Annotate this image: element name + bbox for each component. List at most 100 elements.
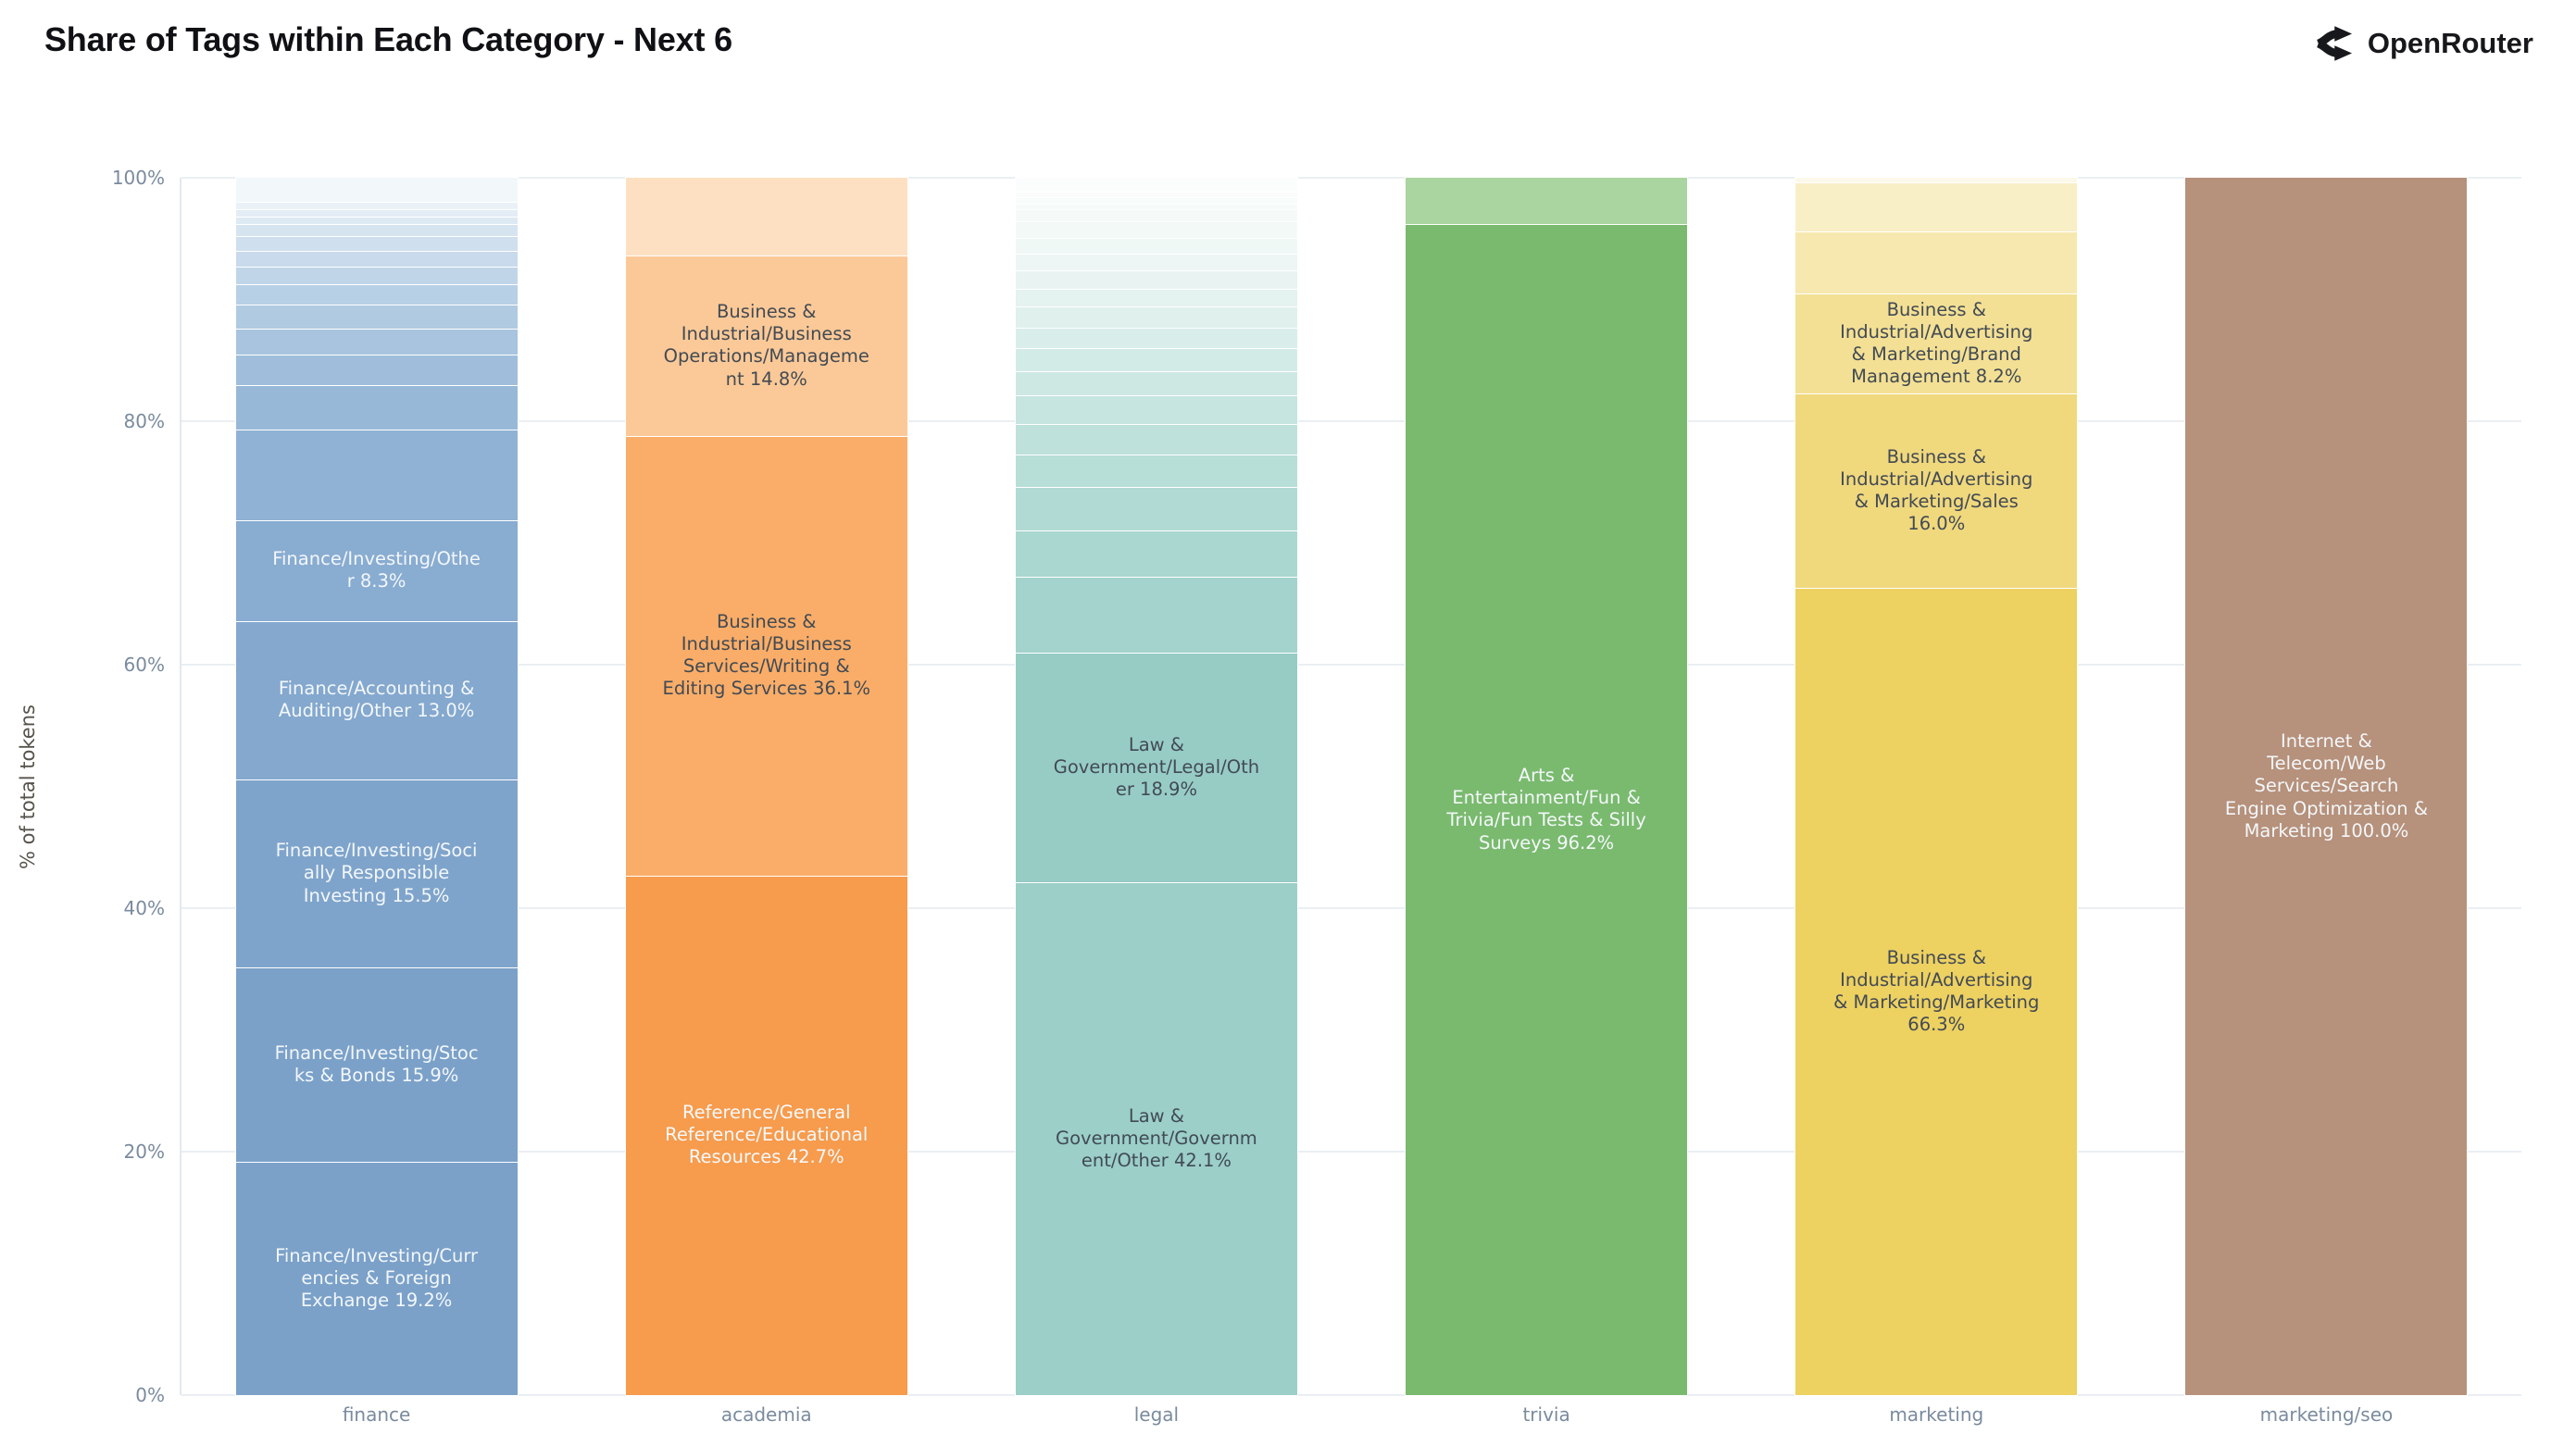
category-slot-marketing/seo: Internet & Telecom/Web Services/Search E… bbox=[2132, 177, 2521, 1426]
segment-label: Finance/Investing/Socially Responsible I… bbox=[275, 840, 478, 906]
segment-label: Business & Industrial/Business Services/… bbox=[662, 610, 871, 700]
page-title: Share of Tags within Each Category - Nex… bbox=[44, 20, 732, 58]
gridline-20 bbox=[181, 1151, 2521, 1153]
bar-segment[interactable]: Business & Industrial/Advertising & Mark… bbox=[1794, 292, 2079, 394]
y-tick-label-100: 100% bbox=[111, 167, 165, 189]
bar-segment[interactable] bbox=[1014, 196, 1298, 205]
bar-segment[interactable] bbox=[1014, 220, 1298, 239]
bar-segment[interactable] bbox=[234, 353, 519, 386]
bar-segment[interactable]: Finance/Investing/Currencies & Foreign E… bbox=[234, 1160, 519, 1397]
bar-segment[interactable] bbox=[1014, 422, 1298, 455]
segment-label: Business & Industrial/Advertising & Mark… bbox=[1840, 298, 2033, 388]
bar-segment[interactable]: Law & Government/Legal/Other 18.9% bbox=[1014, 651, 1298, 884]
bar-segment[interactable] bbox=[1794, 176, 2079, 184]
bar-segment[interactable]: Finance/Accounting & Auditing/Other 13.0… bbox=[234, 619, 519, 780]
bar-segment[interactable] bbox=[1405, 177, 1689, 225]
bar-segment[interactable] bbox=[1014, 453, 1298, 489]
segment-label: Law & Government/Legal/Other 18.9% bbox=[1053, 733, 1260, 801]
segment-label: Internet & Telecom/Web Services/Search E… bbox=[2224, 730, 2429, 841]
bar-segment[interactable] bbox=[1794, 230, 2079, 294]
gridline-100 bbox=[181, 177, 2521, 179]
gridline-40 bbox=[181, 907, 2521, 909]
bar-segment[interactable] bbox=[1014, 305, 1298, 329]
bar-segment[interactable] bbox=[1014, 269, 1298, 290]
bar-segment[interactable] bbox=[234, 383, 519, 431]
bar-segment[interactable]: Business & Industrial/Business Operation… bbox=[624, 255, 908, 437]
gridline-80 bbox=[181, 420, 2521, 422]
bar-segment[interactable] bbox=[234, 201, 519, 211]
stacked-bar-marketing: Business & Industrial/Advertising & Mark… bbox=[1794, 176, 2079, 1396]
bar-segment[interactable] bbox=[1014, 394, 1298, 425]
bar-segment[interactable] bbox=[234, 266, 519, 285]
segment-label: Business & Industrial/Advertising & Mark… bbox=[1840, 445, 2033, 535]
stacked-bar-trivia: Arts & Entertainment/Fun & Trivia/Fun Te… bbox=[1405, 177, 1689, 1397]
y-tick-label-40: 40% bbox=[123, 897, 165, 919]
bar-segment[interactable] bbox=[1014, 287, 1298, 308]
bar-segment[interactable] bbox=[1014, 252, 1298, 272]
plot-area: 0% 20% 40% 60% 80% 100% Finance/Investing/Cur… bbox=[112, 167, 2521, 1426]
category-slot-academia: Reference/General Reference/Educational … bbox=[571, 177, 961, 1426]
bar-segment[interactable] bbox=[234, 282, 519, 305]
bar-segment[interactable] bbox=[234, 429, 519, 521]
bar-segment[interactable] bbox=[1014, 202, 1298, 211]
bar-segment[interactable] bbox=[234, 223, 519, 238]
y-tick-label-80: 80% bbox=[123, 410, 165, 432]
bar-segment[interactable] bbox=[1014, 208, 1298, 223]
bar-segment[interactable]: Business & Industrial/Advertising & Mark… bbox=[1794, 587, 2079, 1396]
bar-segment[interactable] bbox=[234, 216, 519, 226]
bar-segment[interactable] bbox=[1014, 326, 1298, 350]
bar-segment[interactable]: Law & Government/Government/Other 42.1% bbox=[1014, 881, 1298, 1396]
bar-segment[interactable]: Finance/Investing/Stocks & Bonds 15.9% bbox=[234, 966, 519, 1163]
openrouter-logo[interactable]: OpenRouter bbox=[2311, 24, 2533, 63]
y-tick-label-0: 0% bbox=[135, 1384, 165, 1406]
bar-segment[interactable] bbox=[1014, 530, 1298, 579]
bar-segment[interactable]: Finance/Investing/Other 8.3% bbox=[234, 518, 519, 622]
segment-label: Arts & Entertainment/Fun & Trivia/Fun Te… bbox=[1446, 765, 1646, 854]
segment-label: Finance/Investing/Currencies & Foreign E… bbox=[275, 1244, 479, 1311]
segment-label: Business & Industrial/Business Operation… bbox=[663, 301, 869, 390]
bar-segment[interactable] bbox=[234, 177, 519, 204]
bar-segment[interactable] bbox=[234, 208, 519, 218]
stacked-bar-marketing/seo: Internet & Telecom/Web Services/Search E… bbox=[2184, 177, 2469, 1396]
x-axis-label-legal: legal bbox=[1133, 1403, 1180, 1426]
bar-segment[interactable] bbox=[234, 235, 519, 252]
y-tick-label-20: 20% bbox=[123, 1141, 165, 1163]
bar-segment[interactable] bbox=[1014, 370, 1298, 397]
bar-segment[interactable]: Finance/Investing/Socially Responsible I… bbox=[234, 778, 519, 969]
bar-segment[interactable] bbox=[1794, 181, 2079, 232]
stacked-bar-academia: Reference/General Reference/Educational … bbox=[624, 177, 908, 1396]
segment-label: Reference/General Reference/Educational … bbox=[665, 1101, 869, 1168]
bar-segment[interactable] bbox=[624, 177, 908, 257]
gridline-0 bbox=[181, 1394, 2521, 1396]
segment-label: Finance/Accounting & Auditing/Other 13.0… bbox=[278, 678, 475, 722]
category-slot-trivia: Arts & Entertainment/Fun & Trivia/Fun Te… bbox=[1352, 177, 1742, 1426]
bar-segment[interactable]: Arts & Entertainment/Fun & Trivia/Fun Te… bbox=[1405, 222, 1689, 1397]
openrouter-branch-arrows-icon bbox=[2316, 26, 2352, 61]
bar-segment[interactable] bbox=[234, 303, 519, 330]
bar-segment[interactable] bbox=[1014, 177, 1298, 193]
bar-segment[interactable] bbox=[1014, 236, 1298, 255]
brand-name: OpenRouter bbox=[2367, 27, 2533, 59]
bar-segment[interactable] bbox=[1014, 190, 1298, 199]
bar-segment[interactable] bbox=[234, 328, 519, 355]
segment-label: Finance/Investing/Stocks & Bonds 15.9% bbox=[274, 1041, 479, 1086]
bar-segment[interactable] bbox=[1014, 486, 1298, 532]
bars-row: Finance/Investing/Currencies & Foreign E… bbox=[181, 176, 2521, 1426]
segment-label: Business & Industrial/Advertising & Mark… bbox=[1833, 946, 2040, 1036]
bar-segment[interactable] bbox=[1014, 347, 1298, 373]
x-axis-label-marketing: marketing bbox=[1889, 1403, 1984, 1426]
gridline-60 bbox=[181, 664, 2521, 666]
y-axis-title: % of total tokens bbox=[17, 704, 39, 869]
segment-label: Finance/Investing/Other 8.3% bbox=[272, 547, 481, 592]
x-axis-label-trivia: trivia bbox=[1522, 1403, 1570, 1426]
x-axis-label-academia: academia bbox=[720, 1403, 812, 1426]
category-slot-marketing: Business & Industrial/Advertising & Mark… bbox=[1742, 176, 2132, 1426]
bar-segment[interactable] bbox=[1014, 576, 1298, 654]
bar-segment[interactable]: Business & Industrial/Advertising & Mark… bbox=[1794, 392, 2079, 590]
bar-segment[interactable]: Business & Industrial/Business Services/… bbox=[624, 434, 908, 877]
category-slot-legal: Law & Government/Government/Other 42.1% L… bbox=[961, 177, 1351, 1426]
bar-segment[interactable] bbox=[234, 249, 519, 268]
stacked-bar-legal: Law & Government/Government/Other 42.1% L… bbox=[1014, 177, 1298, 1396]
bar-segment[interactable]: Reference/General Reference/Educational … bbox=[624, 874, 908, 1396]
bar-segment[interactable]: Internet & Telecom/Web Services/Search E… bbox=[2184, 177, 2469, 1396]
